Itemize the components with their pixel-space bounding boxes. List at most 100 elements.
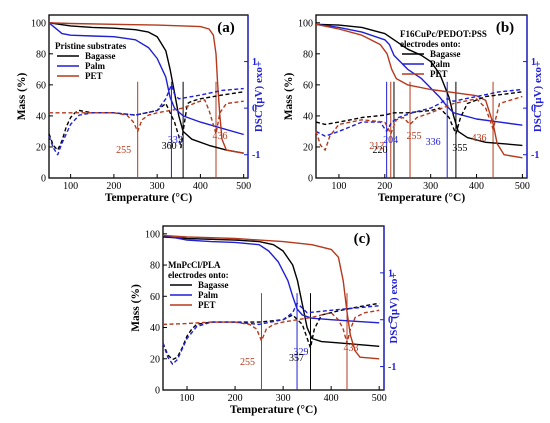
y-right-tick-label: -1 [531,150,539,161]
y-left-tick-label: 40 [36,111,46,122]
annotation-label: 255 [407,131,422,142]
y-left-tick-label: 0 [41,174,46,185]
y-left-axis-label: Mass (%) [283,73,295,121]
legend-title: F16CuPc/PEDOT:PSS [400,29,487,39]
annotation-label: 436 [472,133,487,144]
legend-entry: Palm [85,61,105,71]
mass-curve-bagasse [48,22,244,154]
mass-curve-pet [315,23,523,159]
y-left-tick-label: 20 [150,354,160,365]
dsc-curve-pet [49,99,244,135]
x-tick-label: 400 [193,181,208,192]
x-tick-label: 200 [228,393,243,404]
y-right-axis-label: DSC (µV) exo+ [253,61,265,132]
x-tick-label: 100 [180,393,195,404]
y-left-tick-label: 60 [150,292,160,303]
panel-2: 100 200 300 400 500 0 20 40 60 80 100 -1 0 1 Temperatu… [283,14,544,204]
legend-entry: Bagasse [430,49,461,59]
y-left-axis-label: Mass (%) [130,284,142,332]
y-right-tick-label: 0 [531,104,536,115]
x-tick-label: 300 [150,181,165,192]
x-axis-label: Temperature (°C) [230,404,317,416]
mass-curve-palm [162,234,380,324]
legend-title: Pristine substrates [55,41,127,51]
panel-label: (a) [217,20,235,36]
y-left-tick-label: 20 [36,142,46,153]
legend-entry: Palm [198,290,218,300]
annotation-label: 255 [240,357,255,368]
x-tick-label: 500 [372,393,387,404]
dsc-curve-bagasse [162,302,380,361]
y-right-tick-label: 0 [388,315,393,326]
x-tick-label: 500 [515,181,530,192]
legend-entry: Bagasse [198,280,229,290]
y-right-tick-label: 0 [252,104,257,115]
annotation-label: 220 [372,145,387,156]
x-tick-label: 200 [377,181,392,192]
y-left-tick-label: 100 [145,229,160,240]
x-axis-label: Temperature (°C) [105,192,192,204]
mass-curve-pet [162,234,380,360]
annotation-label: 433 [344,343,359,354]
dsc-curve-pet [315,95,523,151]
y-left-tick-label: 100 [31,18,46,29]
panel-1: 100 200 300 400 500 0 20 40 60 80 100 -1 0 1 Temperatu… [16,14,265,204]
annotation-label: 213 [369,141,384,152]
y-left-tick-label: 0 [155,386,160,397]
annotation-label: 204 [383,135,398,146]
y-right-tick-label: 1 [531,57,536,68]
y-left-tick-label: 20 [303,142,313,153]
annotation-label: 336 [426,137,441,148]
y-left-tick-label: 80 [303,49,313,60]
y-right-tick-label: 1 [388,268,393,279]
annotation-label: 333 [168,135,183,146]
x-tick-label: 400 [469,181,484,192]
panel-3: 100 200 300 400 500 0 20 40 60 80 100 -1 0 1 Temperatu… [130,225,400,416]
dsc-curve-palm [48,84,244,156]
legend-entry: PET [85,71,103,81]
y-right-axis-label: DSC (µV) exo+ [532,61,544,132]
legend-entry: Bagasse [85,51,116,61]
mass-curve-bagasse [315,23,523,147]
y-left-tick-label: 40 [303,111,313,122]
y-left-tick-label: 60 [36,80,46,91]
y-right-axis-label: DSC (µV) exo+ [388,272,400,343]
panel-label: (c) [354,231,371,247]
mass-curve-bagasse [162,236,380,347]
legend-title: MnPcCl/PLA [168,260,221,270]
legend-entry: Palm [430,59,450,69]
y-left-tick-label: 60 [303,80,313,91]
annotation-label: 436 [212,131,227,142]
x-tick-label: 100 [331,181,346,192]
y-left-tick-label: 80 [36,49,46,60]
x-tick-label: 300 [423,181,438,192]
y-left-tick-label: 0 [308,174,313,185]
y-right-tick-label: -1 [388,362,396,373]
legend-entry: PET [198,300,216,310]
x-tick-label: 300 [276,393,291,404]
panel-label: (b) [496,20,514,36]
x-tick-label: 400 [324,393,339,404]
legend-entry: PET [430,69,448,79]
legend-subtitle: electrodes onto: [168,270,229,280]
annotation-label: 360 [162,141,177,152]
legend-subtitle: electrodes onto: [400,39,461,49]
y-left-tick-label: 40 [150,323,160,334]
x-tick-label: 100 [63,181,78,192]
annotation-label: 357 [289,353,304,364]
annotation-label: 355 [452,143,467,154]
x-tick-label: 200 [106,181,121,192]
y-left-axis-label: Mass (%) [16,73,28,121]
y-left-tick-label: 100 [298,18,313,29]
y-right-tick-label: -1 [252,150,260,161]
dsc-curve-palm [315,88,523,137]
dsc-curve-bagasse [315,91,523,135]
y-right-tick-label: 1 [252,57,257,68]
x-axis-label: Temperature (°C) [378,192,465,204]
annotation-label: 329 [294,347,309,358]
y-left-tick-label: 80 [150,261,160,272]
